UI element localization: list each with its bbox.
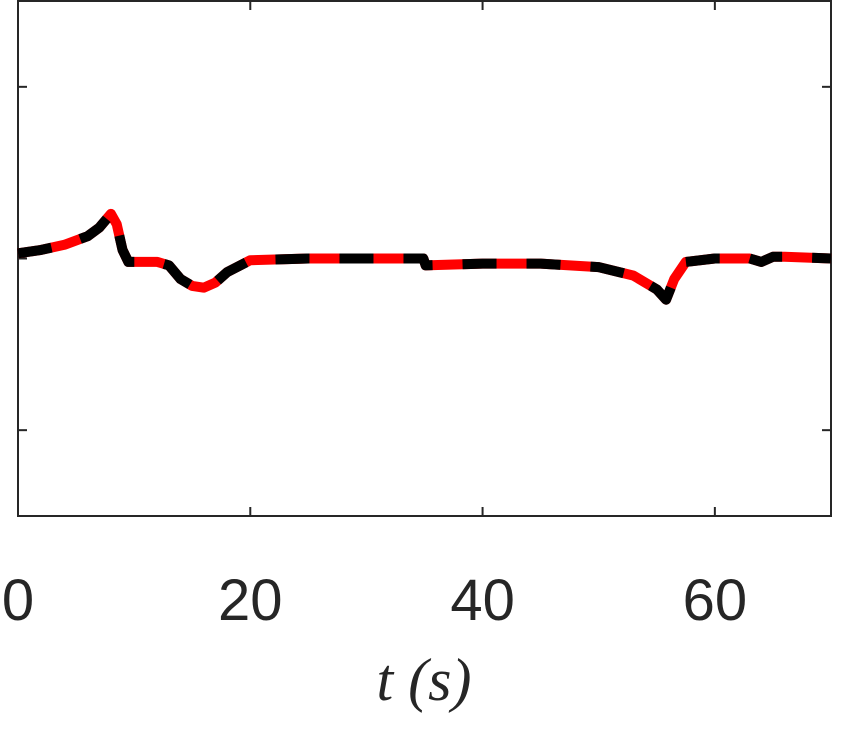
x-tick-label: 60 bbox=[683, 568, 748, 633]
x-tick-label: 20 bbox=[218, 568, 283, 633]
line-series bbox=[17, 208, 832, 305]
x-tick-label: 0 bbox=[2, 568, 34, 633]
x-axis-label: t (s) bbox=[377, 647, 472, 713]
x-tick-label: 40 bbox=[450, 568, 515, 633]
